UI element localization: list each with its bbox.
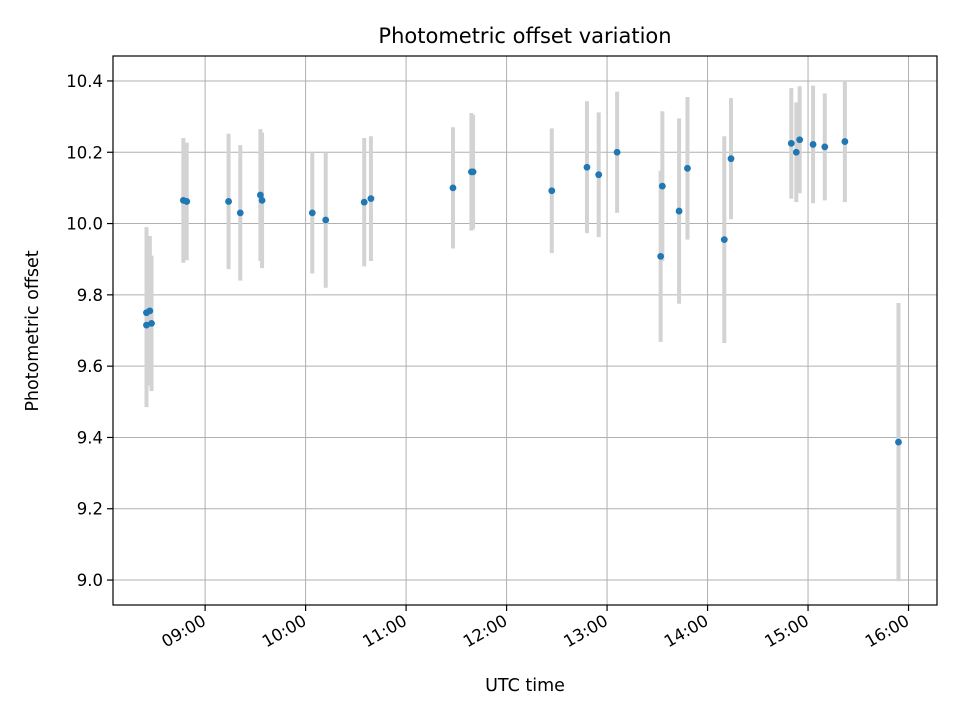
data-point [792, 148, 800, 156]
y-tick-label: 9.0 [77, 571, 103, 590]
plot-frame [112, 55, 938, 606]
data-point [225, 198, 232, 205]
data-point [367, 195, 375, 202]
chart-title: Photometric offset variation [378, 24, 671, 48]
data-point [256, 191, 264, 199]
data-point [658, 182, 666, 190]
data-point [720, 236, 728, 243]
data-point [469, 168, 477, 176]
data-points [143, 136, 902, 446]
data-point [841, 138, 849, 145]
data-point [183, 198, 191, 205]
data-point [583, 163, 591, 171]
data-point [809, 141, 817, 148]
data-point [236, 209, 244, 217]
data-point [787, 139, 795, 147]
data-point [684, 164, 691, 172]
data-point [449, 184, 457, 192]
data-point [548, 187, 556, 195]
data-point [613, 148, 621, 156]
y-tick-label: 10.0 [66, 215, 103, 234]
data-point [322, 216, 330, 224]
data-point [895, 438, 902, 446]
y-tick-label: 9.2 [77, 500, 103, 519]
y-tick-label: 9.8 [77, 286, 103, 305]
data-point [308, 209, 316, 217]
data-point [821, 143, 829, 151]
data-point [148, 319, 155, 327]
y-tick-label: 10.2 [66, 143, 103, 162]
gridlines [113, 56, 937, 605]
data-point [727, 155, 735, 163]
y-tick-label: 10.4 [66, 72, 103, 91]
data-point [595, 171, 603, 179]
y-axis-ticks: 9.0 9.2 9.4 9.6 9.8 10.0 10.2 10.4 [66, 72, 113, 590]
y-tick-label: 9.6 [77, 357, 103, 376]
data-point [258, 196, 266, 204]
data-point [657, 252, 665, 260]
data-point [360, 198, 368, 206]
data-point [796, 136, 804, 144]
y-axis-title: Photometric offset [23, 250, 43, 411]
y-tick-label: 9.4 [77, 428, 103, 447]
data-point [675, 207, 683, 215]
data-point [146, 307, 154, 315]
x-axis-title: UTC time [485, 676, 565, 696]
